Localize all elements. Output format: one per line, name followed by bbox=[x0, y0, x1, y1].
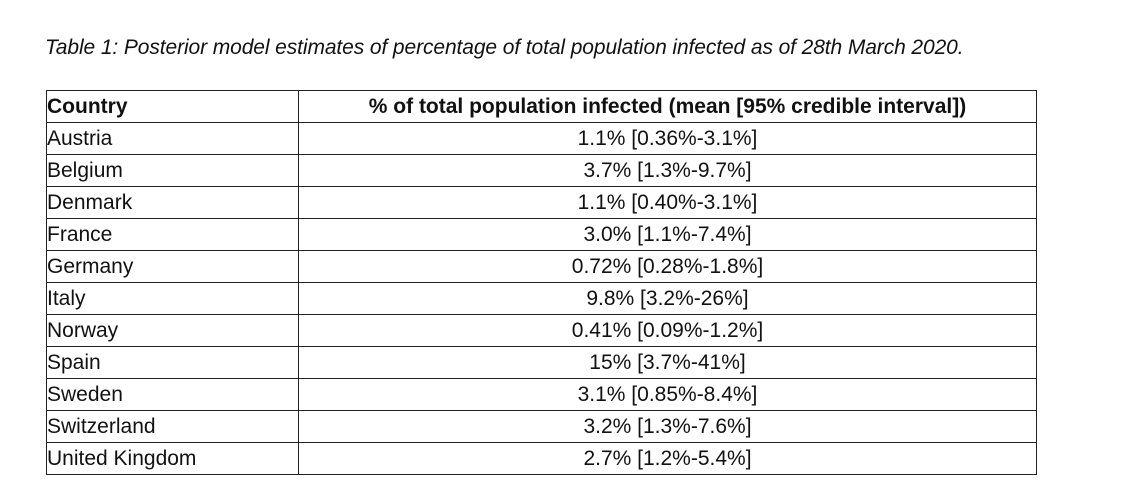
table-row: France 3.0% [1.1%-7.4%] bbox=[46, 218, 1037, 251]
cell-country: Germany bbox=[46, 250, 299, 283]
header-percent-infected: % of total population infected (mean [95… bbox=[298, 90, 1037, 123]
cell-percent-infected: 1.1% [0.40%-3.1%] bbox=[298, 186, 1037, 219]
table-header-row: Country % of total population infected (… bbox=[46, 90, 1037, 123]
cell-country: Austria bbox=[46, 122, 299, 155]
cell-country: Spain bbox=[46, 346, 299, 379]
cell-percent-infected: 3.7% [1.3%-9.7%] bbox=[298, 154, 1037, 187]
cell-percent-infected: 3.2% [1.3%-7.6%] bbox=[298, 410, 1037, 443]
cell-country: Italy bbox=[46, 282, 299, 315]
infection-estimates-table: Country % of total population infected (… bbox=[46, 90, 1037, 475]
cell-percent-infected: 0.72% [0.28%-1.8%] bbox=[298, 250, 1037, 283]
cell-country: Sweden bbox=[46, 378, 299, 411]
table-row: Austria 1.1% [0.36%-3.1%] bbox=[46, 122, 1037, 155]
table-row: Sweden 3.1% [0.85%-8.4%] bbox=[46, 378, 1037, 411]
table-row: Belgium 3.7% [1.3%-9.7%] bbox=[46, 154, 1037, 187]
cell-percent-infected: 1.1% [0.36%-3.1%] bbox=[298, 122, 1037, 155]
cell-percent-infected: 3.0% [1.1%-7.4%] bbox=[298, 218, 1037, 251]
table-row: Spain 15% [3.7%-41%] bbox=[46, 346, 1037, 379]
table-row: Denmark 1.1% [0.40%-3.1%] bbox=[46, 186, 1037, 219]
table-row: Switzerland 3.2% [1.3%-7.6%] bbox=[46, 410, 1037, 443]
header-country: Country bbox=[46, 90, 299, 123]
table-row: Norway 0.41% [0.09%-1.2%] bbox=[46, 314, 1037, 347]
cell-percent-infected: 2.7% [1.2%-5.4%] bbox=[298, 442, 1037, 475]
table-row: Germany 0.72% [0.28%-1.8%] bbox=[46, 250, 1037, 283]
cell-country: Belgium bbox=[46, 154, 299, 187]
table-row: Italy 9.8% [3.2%-26%] bbox=[46, 282, 1037, 315]
cell-country: Denmark bbox=[46, 186, 299, 219]
cell-percent-infected: 15% [3.7%-41%] bbox=[298, 346, 1037, 379]
cell-percent-infected: 3.1% [0.85%-8.4%] bbox=[298, 378, 1037, 411]
table-caption: Table 1: Posterior model estimates of pe… bbox=[45, 36, 964, 59]
cell-country: Switzerland bbox=[46, 410, 299, 443]
cell-percent-infected: 9.8% [3.2%-26%] bbox=[298, 282, 1037, 315]
cell-country: Norway bbox=[46, 314, 299, 347]
table-row: United Kingdom 2.7% [1.2%-5.4%] bbox=[46, 442, 1037, 475]
cell-percent-infected: 0.41% [0.09%-1.2%] bbox=[298, 314, 1037, 347]
cell-country: France bbox=[46, 218, 299, 251]
cell-country: United Kingdom bbox=[46, 442, 299, 475]
